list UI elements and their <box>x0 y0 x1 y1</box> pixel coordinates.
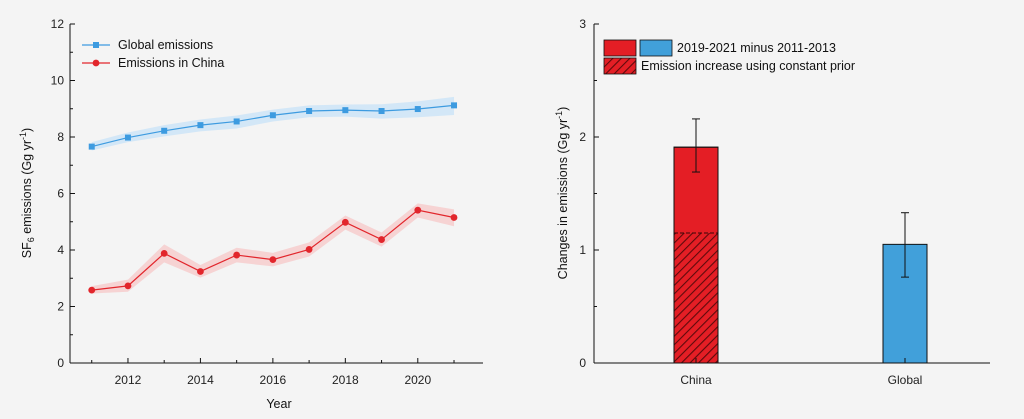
data-point <box>88 286 96 294</box>
x-tick-label: 2016 <box>260 373 287 387</box>
bars <box>673 146 928 364</box>
y-tick-label: 8 <box>57 130 64 144</box>
x-ticks: 2012 2014 2016 2018 2020 <box>91 358 455 387</box>
legend: 2019-2021 minus 2011-2013 Emission incre… <box>603 39 855 75</box>
uncertainty-band-0 <box>91 96 455 151</box>
category-label-china: China <box>680 373 712 387</box>
y-tick-label: 10 <box>51 74 65 88</box>
x-tick-label: 2020 <box>404 373 431 387</box>
data-point <box>450 214 458 221</box>
data-point <box>341 218 349 226</box>
data-point <box>197 122 204 129</box>
legend-label-global: Global emissions <box>118 38 213 52</box>
data-point <box>306 108 313 115</box>
x-axis-label: Year <box>266 397 291 411</box>
y-axis-label-sup: -1 <box>554 111 564 119</box>
category-ticks: China Global <box>680 358 922 387</box>
data-point <box>160 249 168 257</box>
y-axis-label-pre: Changes in emissions (Gg yr <box>556 119 570 279</box>
uncertainty-bands <box>91 96 455 294</box>
legend: Global emissions Emissions in China <box>82 38 224 70</box>
y-axis-label: Changes in emissions (Gg yr-1) <box>554 107 570 280</box>
data-point <box>161 127 168 134</box>
y-tick-label: 0 <box>579 356 586 370</box>
legend-label-china: Emissions in China <box>118 56 224 70</box>
data-point <box>378 108 385 115</box>
x-tick-label: 2018 <box>332 373 359 387</box>
data-point <box>451 102 458 109</box>
legend-swatch-hatched <box>603 57 637 75</box>
data-point <box>124 282 132 290</box>
data-point <box>269 256 277 264</box>
data-point <box>414 206 422 214</box>
line-chart-panel: 0 2 4 6 8 10 12 2012 2014 2016 2018 2020 Year SF6 … <box>18 17 483 411</box>
y-tick-label: 12 <box>51 17 65 31</box>
y-axis-label-pre: SF <box>20 242 34 258</box>
legend-label-constant-prior: Emission increase using constant prior <box>641 59 855 73</box>
legend-square-icon <box>93 42 99 48</box>
data-point <box>269 112 276 119</box>
axes <box>593 24 990 364</box>
data-point <box>197 268 204 275</box>
x-tick-label: 2012 <box>115 373 142 387</box>
legend-swatch-red <box>603 39 637 57</box>
y-axis-label-post: ) <box>20 128 34 132</box>
y-ticks: 0 1 2 3 <box>579 17 599 370</box>
legend-label-change: 2019-2021 minus 2011-2013 <box>677 41 836 55</box>
y-axis-label: SF6 emissions (Gg yr-1) <box>18 128 36 258</box>
data-point <box>124 134 131 141</box>
y-tick-label: 6 <box>57 187 64 201</box>
y-tick-label: 2 <box>57 300 64 314</box>
y-axis-label-mid: emissions (Gg yr <box>20 140 34 237</box>
data-point <box>88 143 95 150</box>
y-tick-label: 1 <box>579 243 586 257</box>
y-axis-label-sup: -1 <box>18 132 28 140</box>
legend-swatch-blue <box>639 39 673 57</box>
y-axis-label-post: ) <box>556 107 570 111</box>
series-markers <box>88 102 458 294</box>
data-point <box>414 106 421 113</box>
category-label-global: Global <box>888 373 923 387</box>
y-tick-label: 0 <box>57 356 64 370</box>
error-bars <box>692 118 909 278</box>
bar-chart-panel: 0 1 2 3 China Global Changes in emissions (G… <box>554 17 990 387</box>
y-tick-label: 3 <box>579 17 586 31</box>
legend-circle-icon <box>92 59 100 67</box>
y-tick-label: 2 <box>579 130 586 144</box>
uncertainty-band-1 <box>91 203 455 294</box>
data-point <box>233 251 241 259</box>
y-axis-label-sub: 6 <box>26 237 36 242</box>
x-tick-label: 2014 <box>187 373 214 387</box>
axes <box>69 24 483 364</box>
data-point <box>342 107 349 114</box>
y-ticks: 0 2 4 6 8 10 12 <box>51 17 75 370</box>
y-tick-label: 4 <box>57 243 64 257</box>
bar-hatched-china <box>674 233 718 363</box>
data-point <box>233 118 240 125</box>
data-point <box>378 236 385 243</box>
data-point <box>305 246 313 253</box>
